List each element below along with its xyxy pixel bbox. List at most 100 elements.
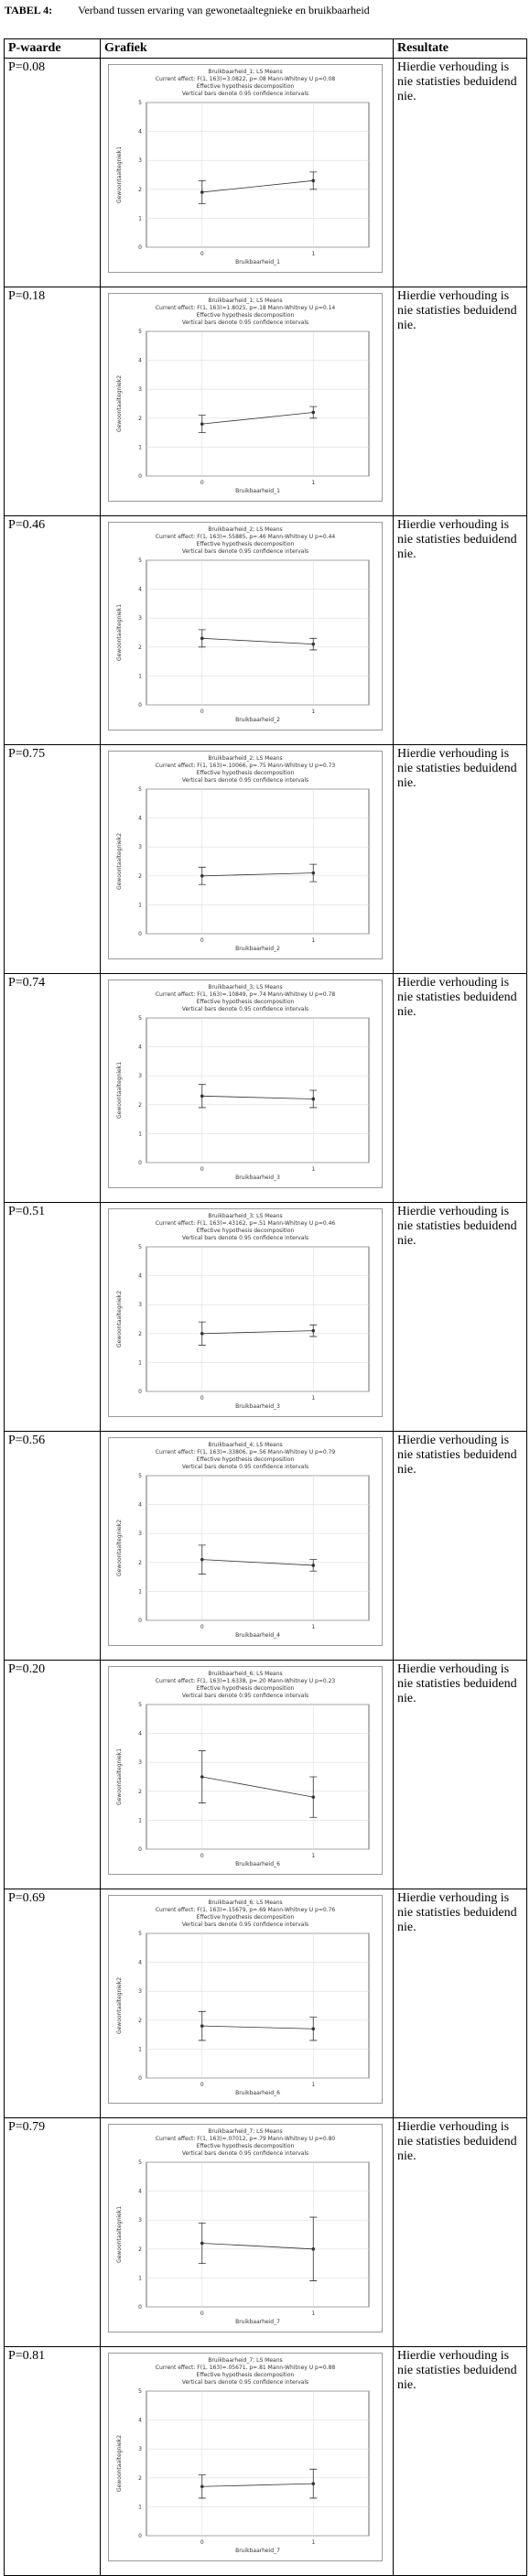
result: Hierdie verhouding is nie statisties bed… [393, 973, 527, 1203]
y-tick-label: 0 [138, 2075, 142, 2082]
y-axis-label: Gewoontaaltegniek1 [116, 1748, 123, 1805]
y-tick-label: 1 [138, 902, 142, 908]
y-tick-label: 1 [138, 215, 142, 222]
chart-effect: Current effect: F(1, 163)=.10849, p=.74 … [156, 991, 336, 998]
result: Hierdie verhouding is nie statisties bed… [393, 515, 527, 745]
mean-point [200, 636, 204, 641]
x-tick-label: 0 [200, 251, 204, 257]
chart-note: Vertical bars denote 0.95 confidence int… [182, 1693, 308, 1699]
chart-cell: Bruikbaarheid_3; LS Means Current effect:… [100, 973, 394, 1203]
chart-cell: Bruikbaarheid_3; LS Means Current effect:… [100, 1202, 394, 1432]
table-body: P=0.08 Bruikbaarheid_1; LS Means Current e… [4, 58, 527, 2576]
chart-title: Bruikbaarheid_2; LS Means [208, 526, 282, 533]
x-tick-label: 1 [311, 2311, 315, 2317]
plot-area [146, 102, 370, 248]
y-tick-label: 0 [138, 702, 142, 709]
plot-area [146, 1932, 370, 2079]
chart-effect: Current effect: F(1, 163)=3.0822, p=.08 … [156, 76, 336, 82]
chart-effect: Current effect: F(1, 163)=.15679, p=.69 … [156, 1907, 336, 1913]
result: Hierdie verhouding is nie statisties bed… [393, 744, 527, 974]
chart-note: Effective hypothesis decomposition [197, 1228, 295, 1234]
x-axis-label: Bruikbaarheid_7 [235, 2548, 280, 2554]
header-row: P-waarde Grafiek Resultate [4, 38, 527, 59]
y-tick-label: 5 [138, 2159, 142, 2166]
chart-note: Vertical bars denote 0.95 confidence int… [182, 2379, 308, 2386]
chart-note: Vertical bars denote 0.95 confidence int… [182, 91, 308, 97]
y-tick-label: 4 [138, 129, 142, 135]
y-tick-label: 5 [138, 1931, 142, 1937]
chart-effect: Current effect: F(1, 163)=1.6338, p=.20 … [156, 1678, 336, 1684]
x-axis-label: Bruikbaarheid_1 [235, 488, 280, 494]
x-tick-label: 0 [200, 480, 204, 486]
y-tick-label: 3 [138, 1302, 142, 1308]
y-axis-label: Gewoontaaltegniek1 [116, 604, 123, 661]
y-axis-label: Gewoontaaltegniek2 [116, 1291, 123, 1348]
table-row: P=0.51 Bruikbaarheid_3; LS Means Current e… [4, 1202, 527, 1432]
chart-effect: Current effect: F(1, 163)=1.8025, p=.18 … [156, 305, 336, 311]
x-tick-label: 1 [311, 2539, 315, 2546]
chart-note: Effective hypothesis decomposition [197, 770, 295, 776]
chart-note: Effective hypothesis decomposition [197, 999, 295, 1005]
y-axis-label: Gewoontaaltegniek2 [116, 1977, 123, 2034]
x-axis-label: Bruikbaarheid_4 [235, 1632, 280, 1639]
y-tick-label: 3 [138, 157, 142, 164]
result: Hierdie verhouding is nie statisties bed… [393, 2346, 527, 2576]
mean-point [311, 642, 316, 646]
x-tick-label: 0 [200, 1853, 204, 1859]
chart-note: Vertical bars denote 0.95 confidence int… [182, 1235, 308, 1241]
plot-area [146, 1246, 370, 1392]
y-tick-label: 0 [138, 1846, 142, 1853]
chart-cell: Bruikbaarheid_1; LS Means Current effect:… [100, 287, 394, 516]
chart-title: Bruikbaarheid_4; LS Means [208, 1442, 282, 1448]
x-axis-label: Bruikbaarheid_1 [235, 259, 280, 265]
chart-note: Effective hypothesis decomposition [197, 83, 295, 90]
chart-note: Vertical bars denote 0.95 confidence int… [182, 777, 308, 784]
y-tick-label: 3 [138, 1073, 142, 1079]
x-axis-label: Bruikbaarheid_3 [235, 1174, 280, 1181]
y-tick-label: 0 [138, 1618, 142, 1624]
y-tick-label: 5 [138, 329, 142, 335]
x-tick-label: 0 [200, 2082, 204, 2088]
mean-point [311, 2482, 316, 2485]
plot-area [146, 788, 370, 935]
x-axis-label: Bruikbaarheid_3 [235, 1403, 280, 1410]
x-tick-label: 0 [200, 2311, 204, 2317]
x-tick-label: 0 [200, 1624, 204, 1630]
chart-note: Effective hypothesis decomposition [197, 541, 295, 547]
y-tick-label: 3 [138, 1988, 142, 1995]
y-tick-label: 1 [138, 2504, 142, 2510]
chart-effect: Current effect: F(1, 163)=.07012, p=.79 … [156, 2136, 336, 2142]
p-value: P=0.46 [4, 515, 101, 745]
y-tick-label: 4 [138, 2418, 142, 2424]
table-row: P=0.79 Bruikbaarheid_7; LS Means Current e… [4, 2117, 527, 2347]
mean-point [311, 1564, 316, 1567]
chart-note: Effective hypothesis decomposition [197, 1456, 295, 1463]
result: Hierdie verhouding is nie statisties bed… [393, 58, 527, 287]
chart-note: Effective hypothesis decomposition [197, 1914, 295, 1921]
mean-line [201, 2483, 314, 2487]
result: Hierdie verhouding is nie statisties bed… [393, 287, 527, 516]
y-tick-label: 0 [138, 2533, 142, 2539]
y-axis-label: Gewoontaaltegniek2 [116, 1520, 123, 1576]
p-value: P=0.69 [4, 1889, 101, 2118]
x-axis-label: Bruikbaarheid_7 [235, 2319, 280, 2325]
y-tick-label: 3 [138, 1531, 142, 1537]
y-tick-label: 2 [138, 2018, 142, 2024]
mean-line [201, 1776, 314, 1798]
chart-cell: Bruikbaarheid_6; LS Means Current effect:… [100, 1889, 394, 2118]
y-tick-label: 4 [138, 1044, 142, 1051]
plot-area [146, 1475, 370, 1621]
result: Hierdie verhouding is nie statisties bed… [393, 1202, 527, 1432]
x-tick-label: 1 [311, 1166, 315, 1173]
table-row: P=0.74 Bruikbaarheid_3; LS Means Current e… [4, 973, 527, 1203]
y-tick-label: 4 [138, 1731, 142, 1737]
chart-title: Bruikbaarheid_7; LS Means [208, 2357, 282, 2364]
chart-cell: Bruikbaarheid_7; LS Means Current effect:… [100, 2117, 394, 2347]
y-tick-label: 0 [138, 1160, 142, 1166]
